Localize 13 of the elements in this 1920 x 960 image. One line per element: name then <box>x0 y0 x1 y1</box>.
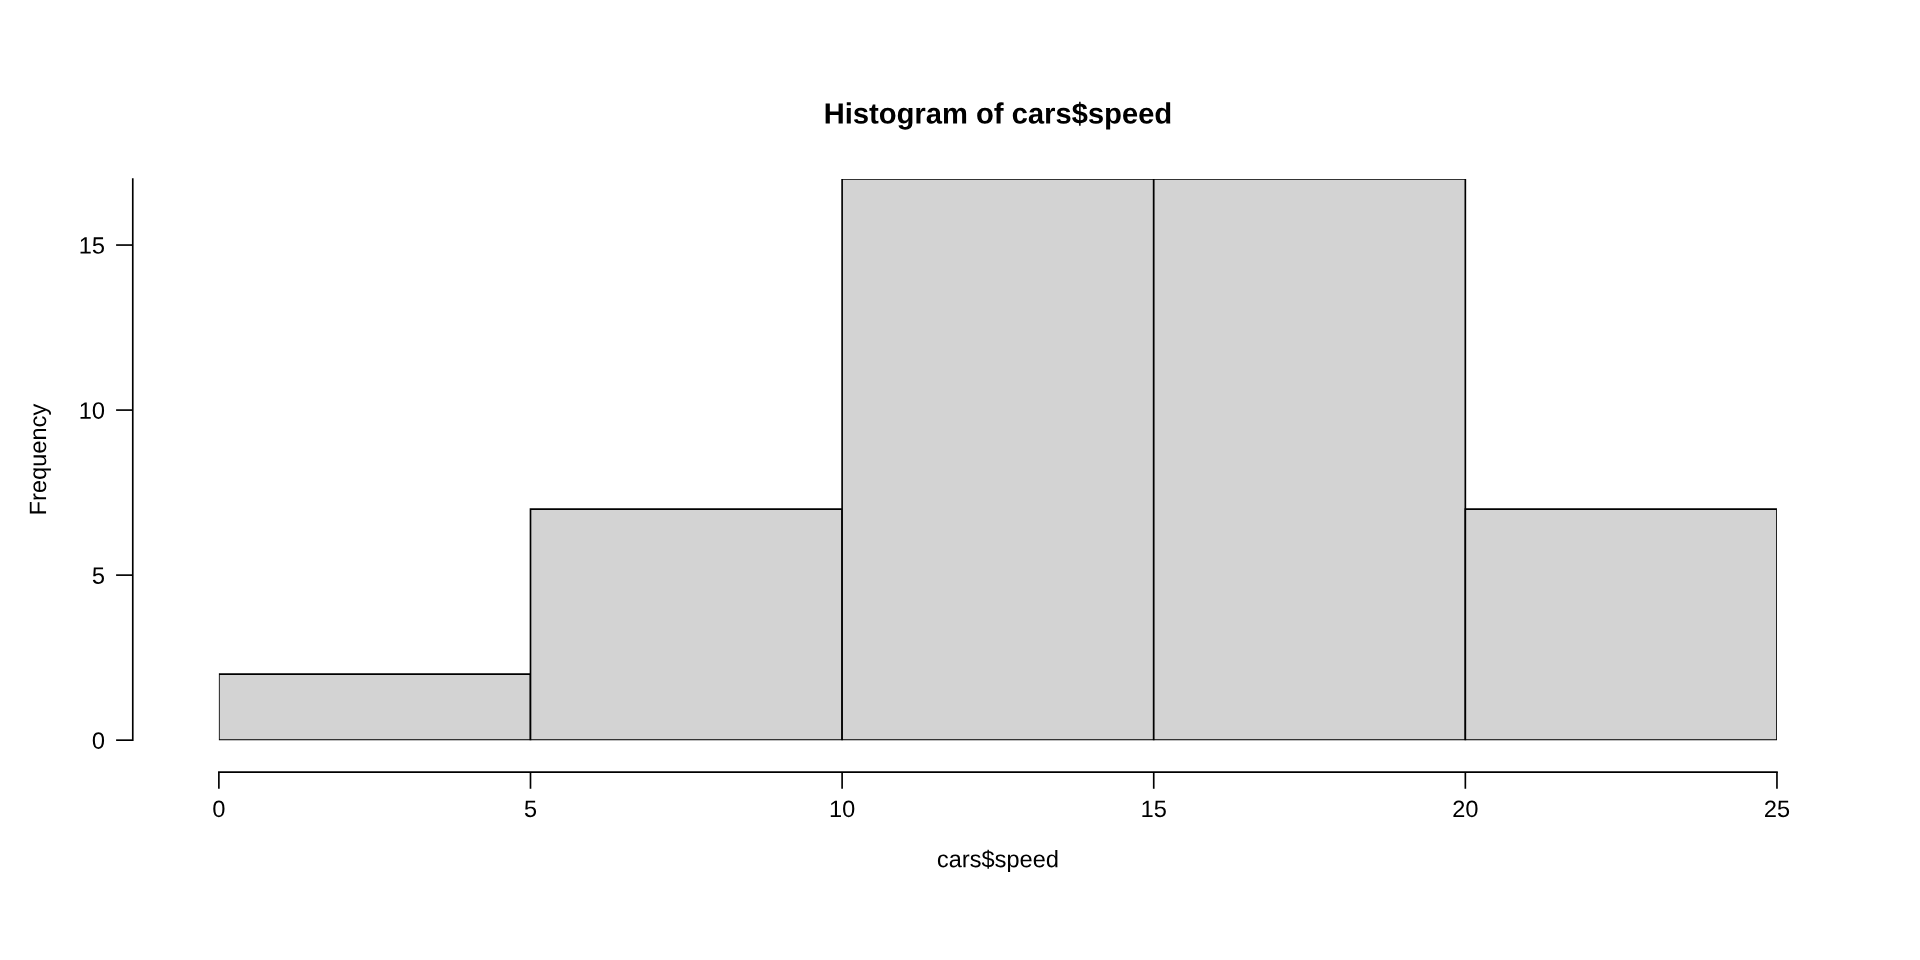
y-axis-title: Frequency <box>29 403 51 514</box>
x-tick-label: 25 <box>1765 800 1790 818</box>
x-tick-label: 5 <box>524 800 537 818</box>
x-tick-label: 0 <box>213 800 225 818</box>
y-tick-label: 0 <box>92 732 105 749</box>
x-axis-title: cars$speed <box>937 849 1058 873</box>
chart-title: Histogram of cars$speed <box>825 101 1171 130</box>
y-tick-label: 5 <box>92 567 104 584</box>
y-tick-label: 10 <box>80 402 105 419</box>
x-tick-label: 10 <box>830 800 855 818</box>
x-tick-label: 15 <box>1142 800 1166 818</box>
x-tick-label: 20 <box>1453 800 1478 818</box>
y-tick-label: 15 <box>80 237 104 254</box>
